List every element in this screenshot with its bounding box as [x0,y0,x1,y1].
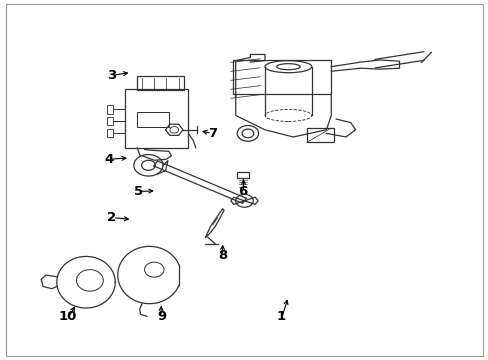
Text: 1: 1 [276,310,285,324]
Text: 2: 2 [107,211,116,224]
Bar [106,129,113,137]
Bar [237,172,248,178]
Text: 3: 3 [107,69,116,82]
Bar [106,105,113,113]
Text: 5: 5 [133,185,142,198]
Text: 9: 9 [157,310,166,324]
Text: 8: 8 [218,249,227,262]
Text: 4: 4 [104,153,113,166]
Text: 7: 7 [208,127,217,140]
Text: 6: 6 [238,185,246,198]
Bar [106,117,113,125]
Bar [306,128,333,142]
Bar [137,112,168,127]
Text: 10: 10 [59,310,77,324]
Bar [125,89,188,148]
Bar [137,76,183,90]
